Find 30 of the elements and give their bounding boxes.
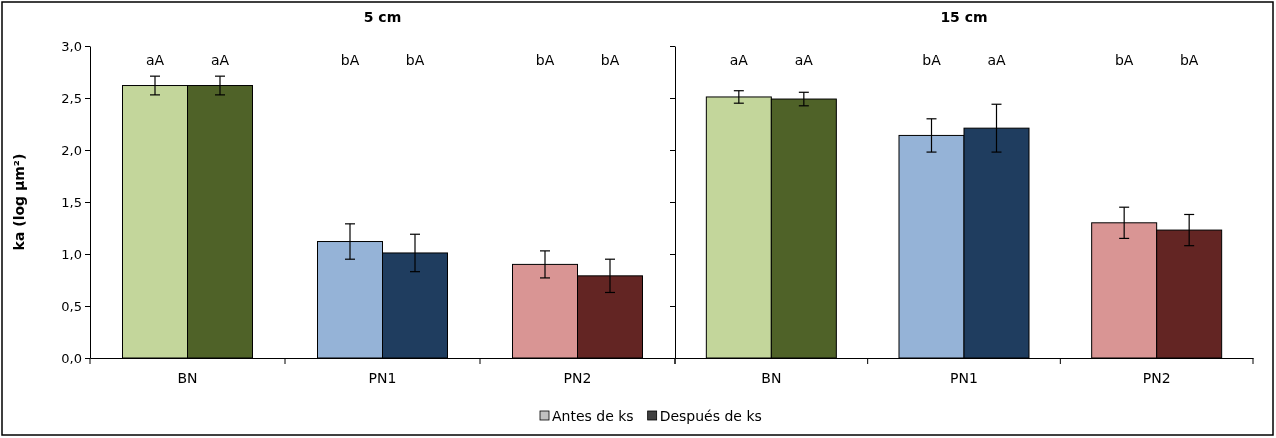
y-tick-label: 1,5 — [61, 194, 82, 210]
annotation: bA — [1114, 51, 1134, 68]
annotation: bA — [600, 51, 620, 68]
x-tick-label: PN1 — [368, 370, 397, 387]
chart-title: 15 cm — [940, 9, 988, 25]
y-tick-label: 0,5 — [61, 298, 82, 314]
x-tick-label: BN — [761, 370, 782, 387]
y-tick-label: 2,5 — [61, 90, 82, 106]
annotation: bA — [535, 51, 555, 68]
annotation: aA — [794, 51, 814, 68]
x-tick-label: PN1 — [950, 370, 978, 387]
annotation: bA — [405, 51, 425, 68]
x-tick-label: BN — [177, 370, 198, 387]
annotation: bA — [922, 51, 942, 68]
annotation: aA — [987, 51, 1006, 68]
y-tick-label: 0,0 — [61, 350, 82, 366]
chart-title: 5 cm — [363, 9, 402, 25]
x-tick-label: PN2 — [1142, 370, 1171, 387]
annotation: aA — [210, 51, 230, 68]
annotation: aA — [729, 51, 749, 68]
y-tick-label: 3,0 — [61, 38, 82, 54]
x-tick-label: PN2 — [563, 370, 592, 387]
text: Antes de ks — [552, 407, 634, 424]
y-tick-label: 1,0 — [61, 246, 82, 262]
annotation: bA — [1179, 51, 1199, 68]
annotation: bA — [340, 51, 360, 68]
annotation: aA — [145, 51, 165, 68]
y-tick-label: 2,0 — [61, 142, 82, 158]
y-axis-title: ka (log μm²) — [11, 153, 27, 251]
text: Después de ks — [659, 407, 762, 424]
